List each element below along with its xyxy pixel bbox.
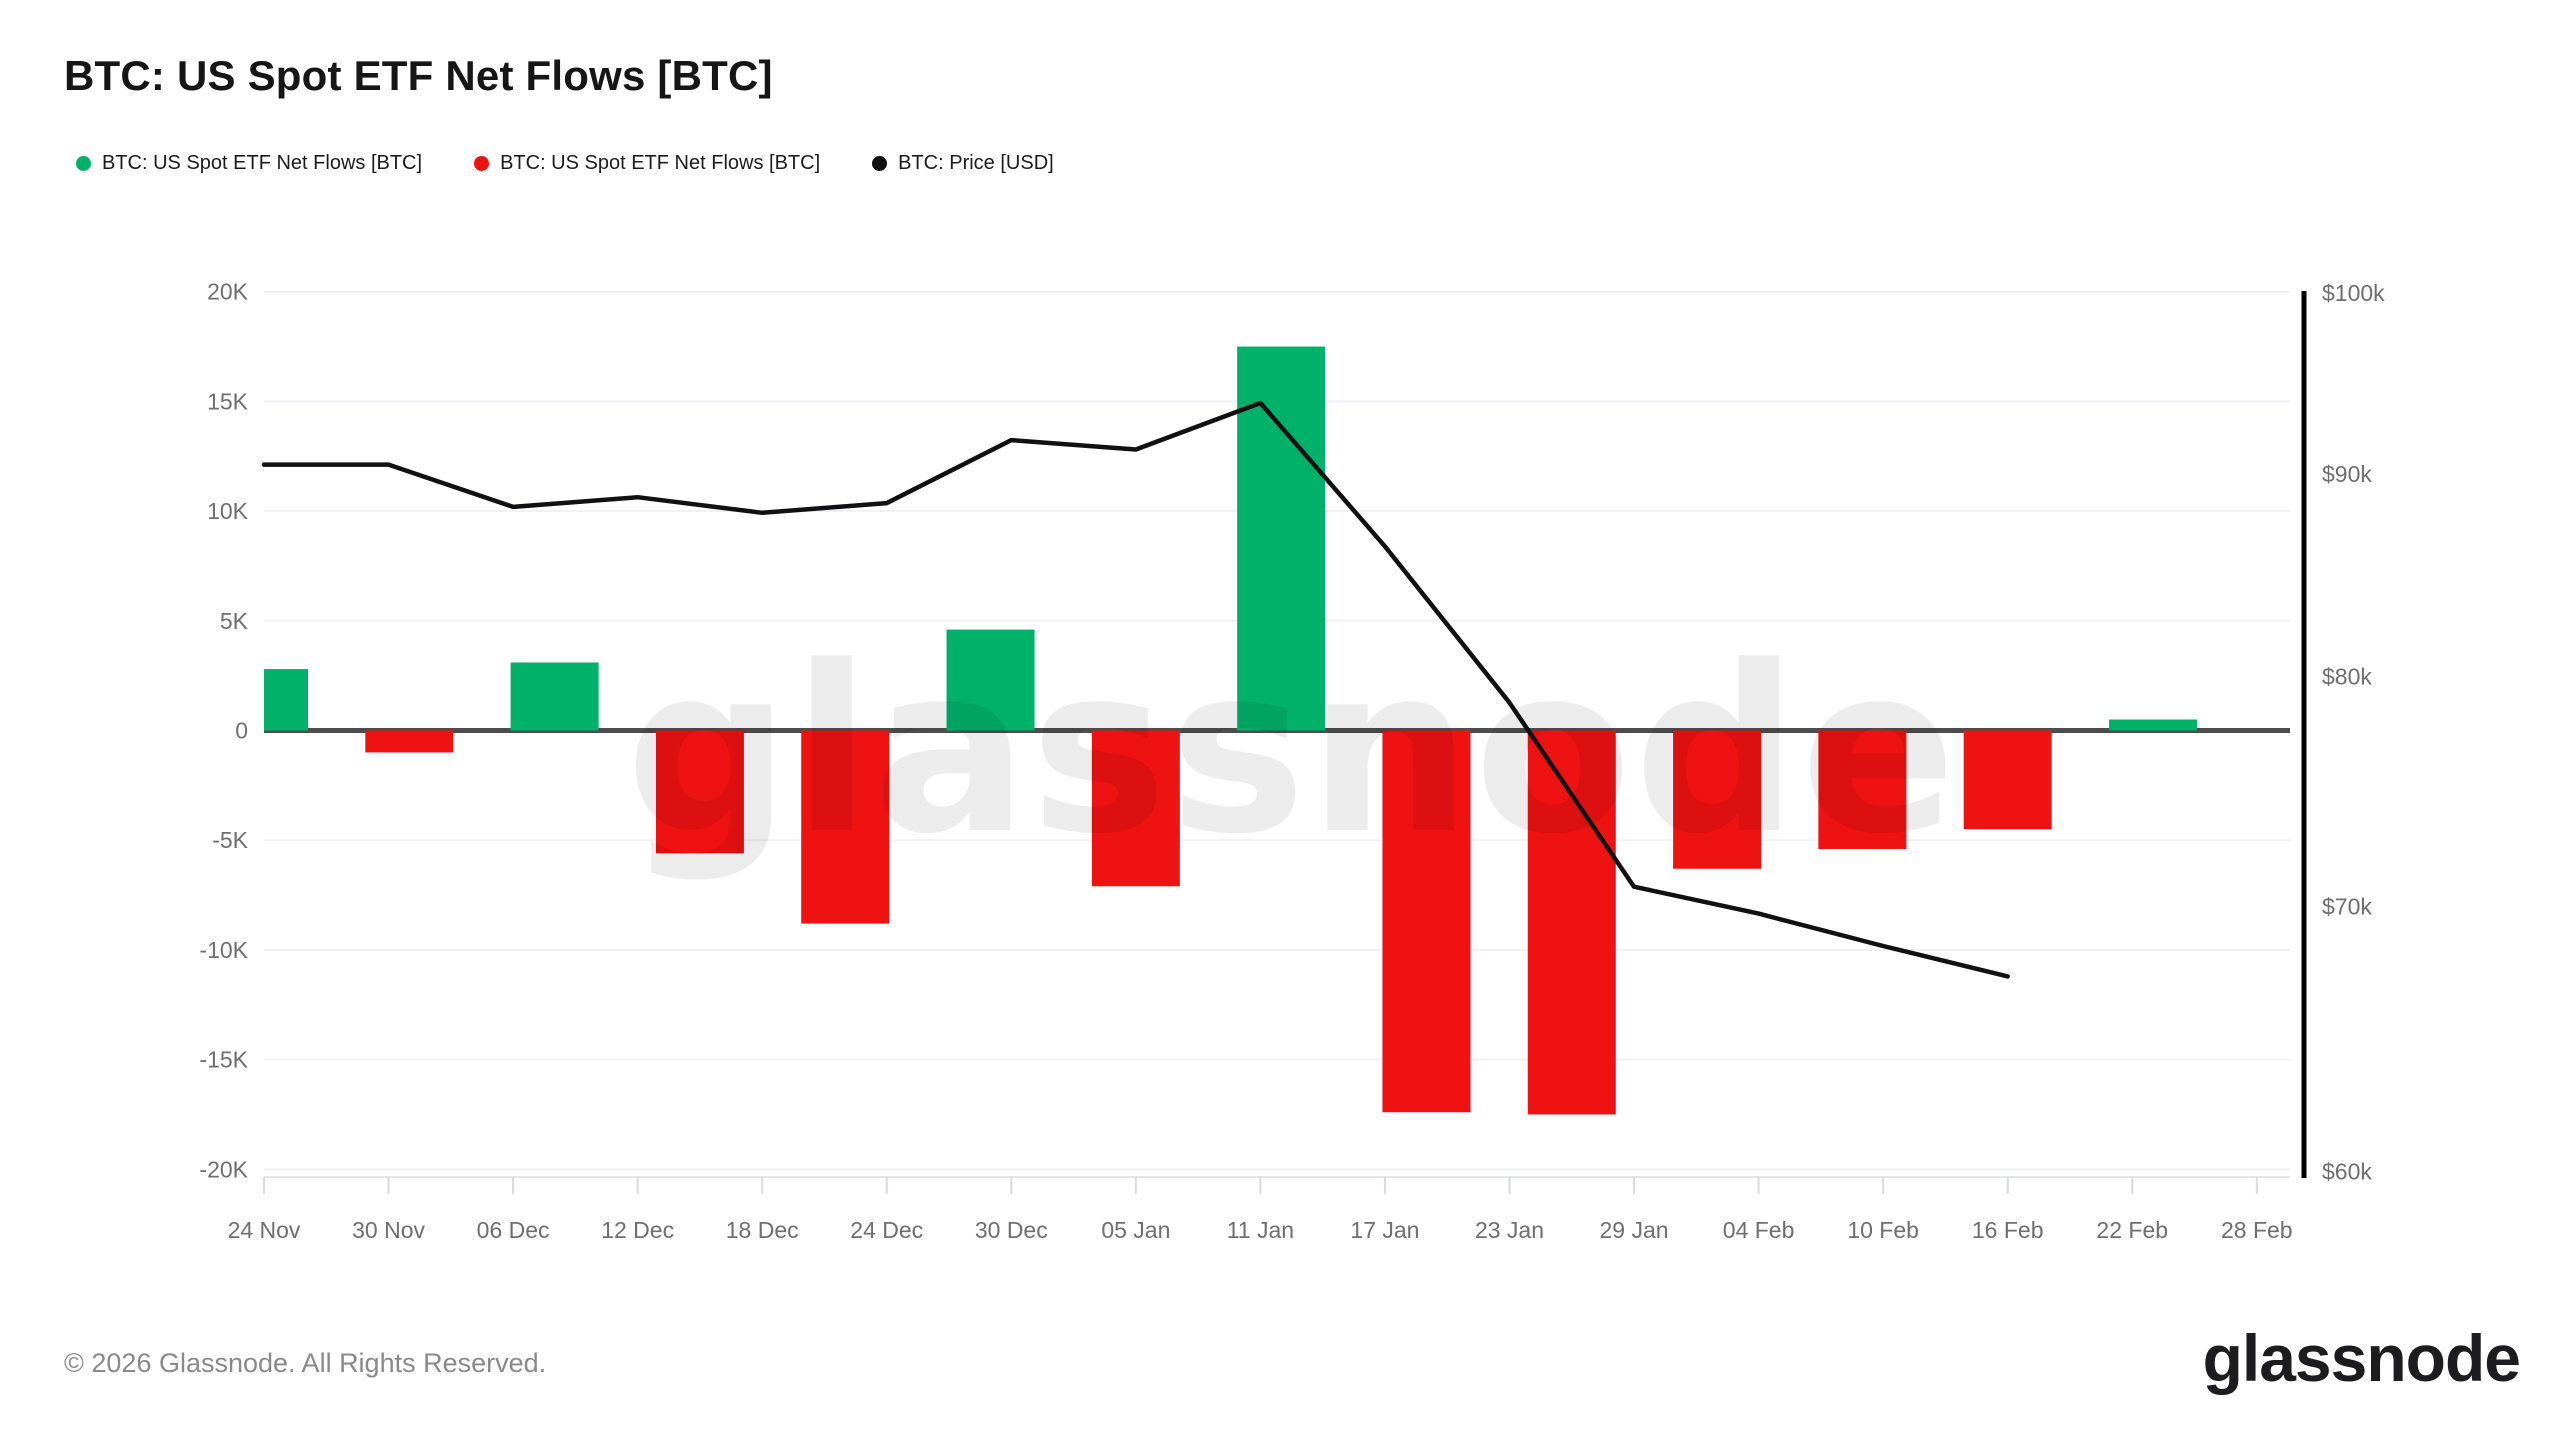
x-axis-label: 04 Feb: [1723, 1217, 1795, 1243]
positive-flow-bar[interactable]: [946, 629, 1035, 731]
legend-item-price[interactable]: BTC: Price [USD]: [872, 152, 1054, 175]
left-axis-label: -5K: [212, 827, 248, 853]
left-axis-label: 0: [235, 718, 248, 744]
legend-item-label: BTC: Price [USD]: [898, 152, 1054, 174]
left-axis-label: 20K: [207, 279, 249, 305]
x-axis-label: 18 Dec: [726, 1217, 799, 1243]
x-axis-label: 11 Jan: [1227, 1217, 1294, 1243]
x-axis-label: 05 Jan: [1101, 1217, 1170, 1243]
negative-flow-bar[interactable]: [1963, 730, 2052, 830]
price-line: [261, 400, 2010, 979]
x-axis-label: 24 Nov: [228, 1217, 301, 1243]
positive-flow-bar[interactable]: [220, 669, 308, 731]
negative-flow-bar[interactable]: [1091, 730, 1180, 887]
x-axis-label: 28 Feb: [2221, 1217, 2293, 1243]
right-axis-label: $70k: [2322, 893, 2372, 919]
right-axis-label: $90k: [2322, 461, 2372, 487]
positive-flow-bar[interactable]: [1237, 346, 1326, 731]
chart-legend: BTC: US Spot ETF Net Flows [BTC] BTC: US…: [76, 152, 1054, 175]
negative-flow-bar[interactable]: [1382, 730, 1471, 1113]
x-axis-label: 06 Dec: [477, 1217, 550, 1243]
netflow-bars: [220, 346, 2197, 1115]
left-axis-label: 5K: [220, 608, 249, 634]
left-axis-label: -15K: [199, 1047, 248, 1073]
green-dot-icon: [76, 156, 91, 171]
watermark-text: glassnode: [626, 618, 1959, 885]
negative-flow-bar[interactable]: [365, 730, 454, 753]
legend-item-netflows-positive[interactable]: BTC: US Spot ETF Net Flows [BTC]: [76, 152, 422, 175]
black-dot-icon: [872, 156, 888, 171]
positive-flow-bar[interactable]: [510, 662, 599, 731]
red-dot-icon: [474, 156, 490, 171]
legend-item-netflows-negative[interactable]: BTC: US Spot ETF Net Flows [BTC]: [474, 152, 820, 175]
negative-flow-bar[interactable]: [1818, 730, 1907, 849]
x-axis-label: 17 Jan: [1350, 1217, 1419, 1243]
x-axis-label: 23 Jan: [1475, 1217, 1544, 1243]
left-axis-label: 15K: [207, 388, 249, 414]
left-axis-label: -10K: [199, 937, 248, 963]
left-axis-label: 10K: [207, 498, 249, 524]
left-axis-label: -20K: [199, 1156, 248, 1182]
right-axis-label: $80k: [2322, 664, 2372, 690]
legend-item-label: BTC: US Spot ETF Net Flows [BTC]: [102, 152, 423, 174]
negative-flow-bar[interactable]: [801, 730, 890, 924]
x-axis-label: 22 Feb: [2096, 1217, 2168, 1243]
negative-flow-bar[interactable]: [655, 730, 744, 854]
negative-flow-bar[interactable]: [1673, 730, 1762, 869]
positive-flow-bar[interactable]: [2108, 719, 2197, 731]
x-axis-label: 29 Jan: [1600, 1217, 1669, 1243]
x-axis-label: 24 Dec: [850, 1217, 923, 1243]
x-axis-label: 10 Feb: [1847, 1217, 1919, 1243]
right-axis-label: $100k: [2322, 280, 2385, 306]
x-axis-label: 16 Feb: [1972, 1217, 2044, 1243]
copyright-text: © 2026 Glassnode. All Rights Reserved.: [64, 1348, 547, 1378]
right-axis-label: $60k: [2322, 1158, 2372, 1184]
legend-item-label: BTC: US Spot ETF Net Flows [BTC]: [500, 152, 821, 174]
x-axis-label: 12 Dec: [601, 1217, 674, 1243]
page-title: BTC: US Spot ETF Net Flows [BTC]: [64, 52, 773, 99]
glassnode-logo: glassnode: [2202, 1321, 2521, 1395]
x-axis-label: 30 Dec: [975, 1217, 1048, 1243]
x-axis-label: 30 Nov: [352, 1217, 425, 1243]
